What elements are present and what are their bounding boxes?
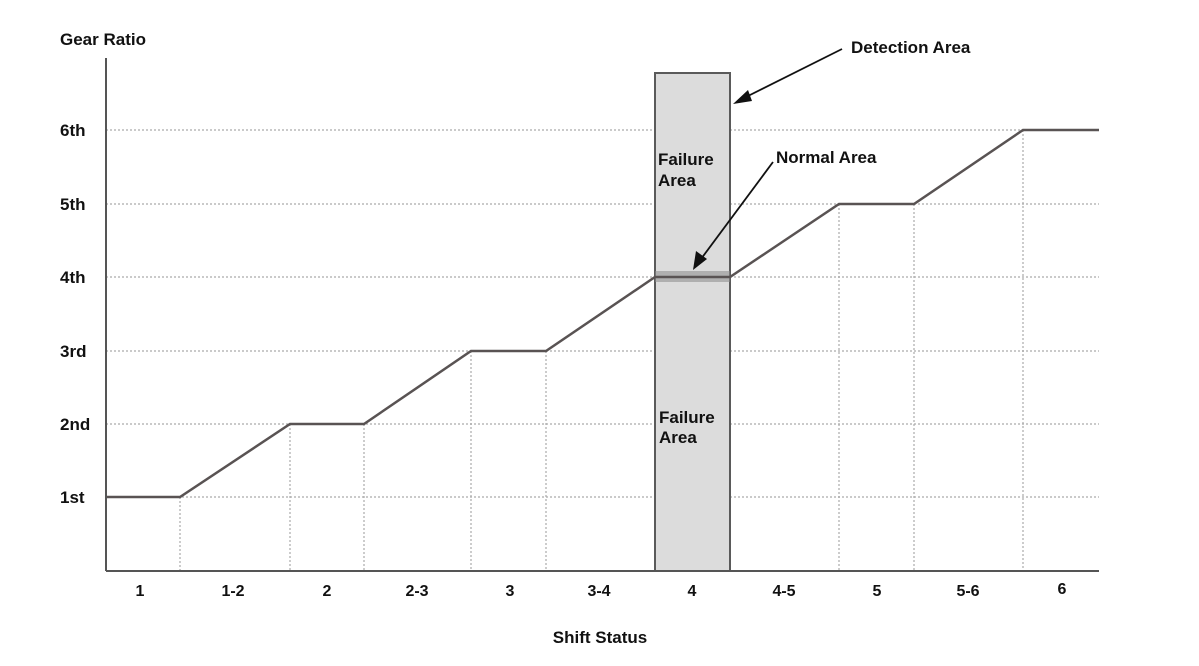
y-tick-labels: 1st 2nd 3rd 4th 5th 6th <box>60 121 90 507</box>
y-tick-1st: 1st <box>60 488 85 507</box>
y-tick-4th: 4th <box>60 268 86 287</box>
x-tick-4: 4 <box>688 583 697 600</box>
x-tick-2: 2 <box>323 583 332 600</box>
horizontal-gridlines <box>106 129 1099 498</box>
normal-area-arrow <box>693 161 774 270</box>
x-tick-labels: 1 1-2 2 2-3 3 3-4 4 4-5 5 5-6 6 <box>136 581 1067 600</box>
x-tick-6: 6 <box>1058 581 1067 598</box>
failure-area-lower-line1: Failure <box>659 408 715 427</box>
detection-area-label: Detection Area <box>851 38 971 57</box>
x-tick-4-5: 4-5 <box>772 583 795 600</box>
x-tick-5-6: 5-6 <box>956 583 979 600</box>
detection-area-arrow <box>733 48 843 104</box>
normal-area-label: Normal Area <box>776 148 877 167</box>
y-tick-5th: 5th <box>60 195 86 214</box>
y-tick-2nd: 2nd <box>60 415 90 434</box>
failure-area-lower-line2: Area <box>659 428 697 447</box>
y-axis-title: Gear Ratio <box>60 30 146 49</box>
failure-area-upper-line1: Failure <box>658 150 714 169</box>
gear-ratio-line <box>106 128 1099 499</box>
y-tick-6th: 6th <box>60 121 86 140</box>
x-tick-5: 5 <box>873 583 882 600</box>
x-tick-3-4: 3-4 <box>587 583 610 600</box>
x-axis-title: Shift Status <box>553 628 647 647</box>
x-tick-1: 1 <box>136 583 145 600</box>
y-tick-3rd: 3rd <box>60 342 86 361</box>
x-tick-3: 3 <box>506 583 515 600</box>
failure-area-upper-line2: Area <box>658 171 696 190</box>
x-tick-1-2: 1-2 <box>221 583 244 600</box>
detection-area-rect <box>654 72 731 572</box>
x-tick-2-3: 2-3 <box>405 583 428 600</box>
